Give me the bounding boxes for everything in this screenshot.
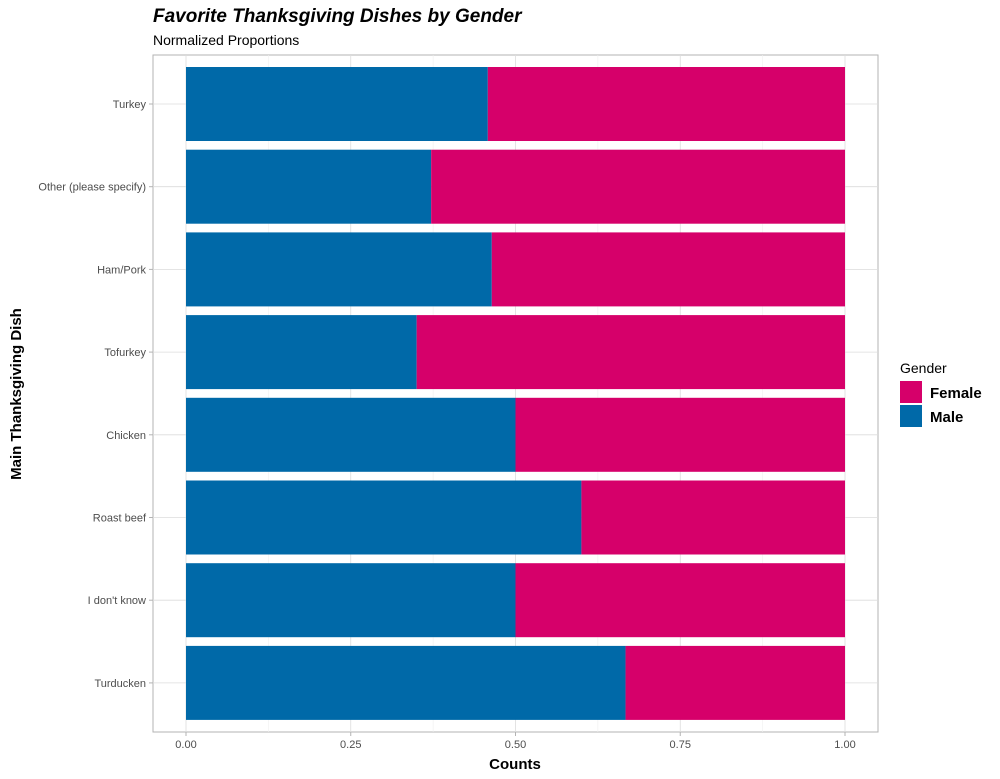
y-tick-label: Tofurkey — [104, 347, 146, 359]
y-axis-title: Main Thanksgiving Dish — [8, 308, 25, 480]
bar-male-2 — [186, 232, 492, 307]
y-tick-label: Turducken — [94, 678, 146, 690]
bar-male-6 — [186, 563, 516, 638]
bar-female-2 — [491, 232, 845, 307]
bar-male-3 — [186, 315, 417, 390]
y-axis-ticks: Turkey Other (please specify) Ham/Pork Tofu… — [38, 99, 153, 690]
y-tick-label: Other (please specify) — [38, 182, 146, 194]
bar-female-0 — [487, 67, 845, 141]
legend-swatch-male — [900, 405, 922, 427]
bar-female-7 — [625, 645, 845, 720]
chart-subtitle: Normalized Proportions — [153, 32, 299, 48]
legend-swatch-female — [900, 381, 922, 403]
bars — [186, 67, 845, 720]
x-tick-label: 0.75 — [670, 739, 691, 751]
bar-male-5 — [186, 480, 582, 555]
y-tick-label: Ham/Pork — [97, 264, 146, 276]
legend-label-male: Male — [930, 409, 963, 426]
x-tick-label: 0.00 — [175, 739, 196, 751]
x-axis-title: Counts — [489, 756, 541, 773]
bar-female-5 — [581, 480, 845, 555]
bar-female-6 — [515, 563, 845, 638]
bar-male-1 — [186, 149, 432, 224]
bar-male-0 — [186, 67, 488, 141]
chart-title: Favorite Thanksgiving Dishes by Gender — [153, 6, 523, 27]
bar-female-3 — [416, 315, 845, 390]
legend-label-female: Female — [930, 385, 982, 402]
y-tick-label: Chicken — [106, 430, 146, 442]
x-axis-ticks: 0.00 0.25 0.50 0.75 1.00 — [175, 732, 856, 751]
bar-female-4 — [515, 397, 845, 472]
y-tick-label: Roast beef — [93, 513, 147, 525]
y-tick-label: Turkey — [113, 99, 147, 111]
bar-male-4 — [186, 397, 516, 472]
x-tick-label: 1.00 — [834, 739, 855, 751]
legend-title: Gender — [900, 360, 947, 376]
y-tick-label: I don't know — [88, 595, 146, 607]
legend: Gender Female Male — [900, 360, 982, 427]
bar-male-7 — [186, 645, 626, 720]
bar-female-1 — [431, 149, 845, 224]
x-tick-label: 0.25 — [340, 739, 361, 751]
x-tick-label: 0.50 — [505, 739, 526, 751]
